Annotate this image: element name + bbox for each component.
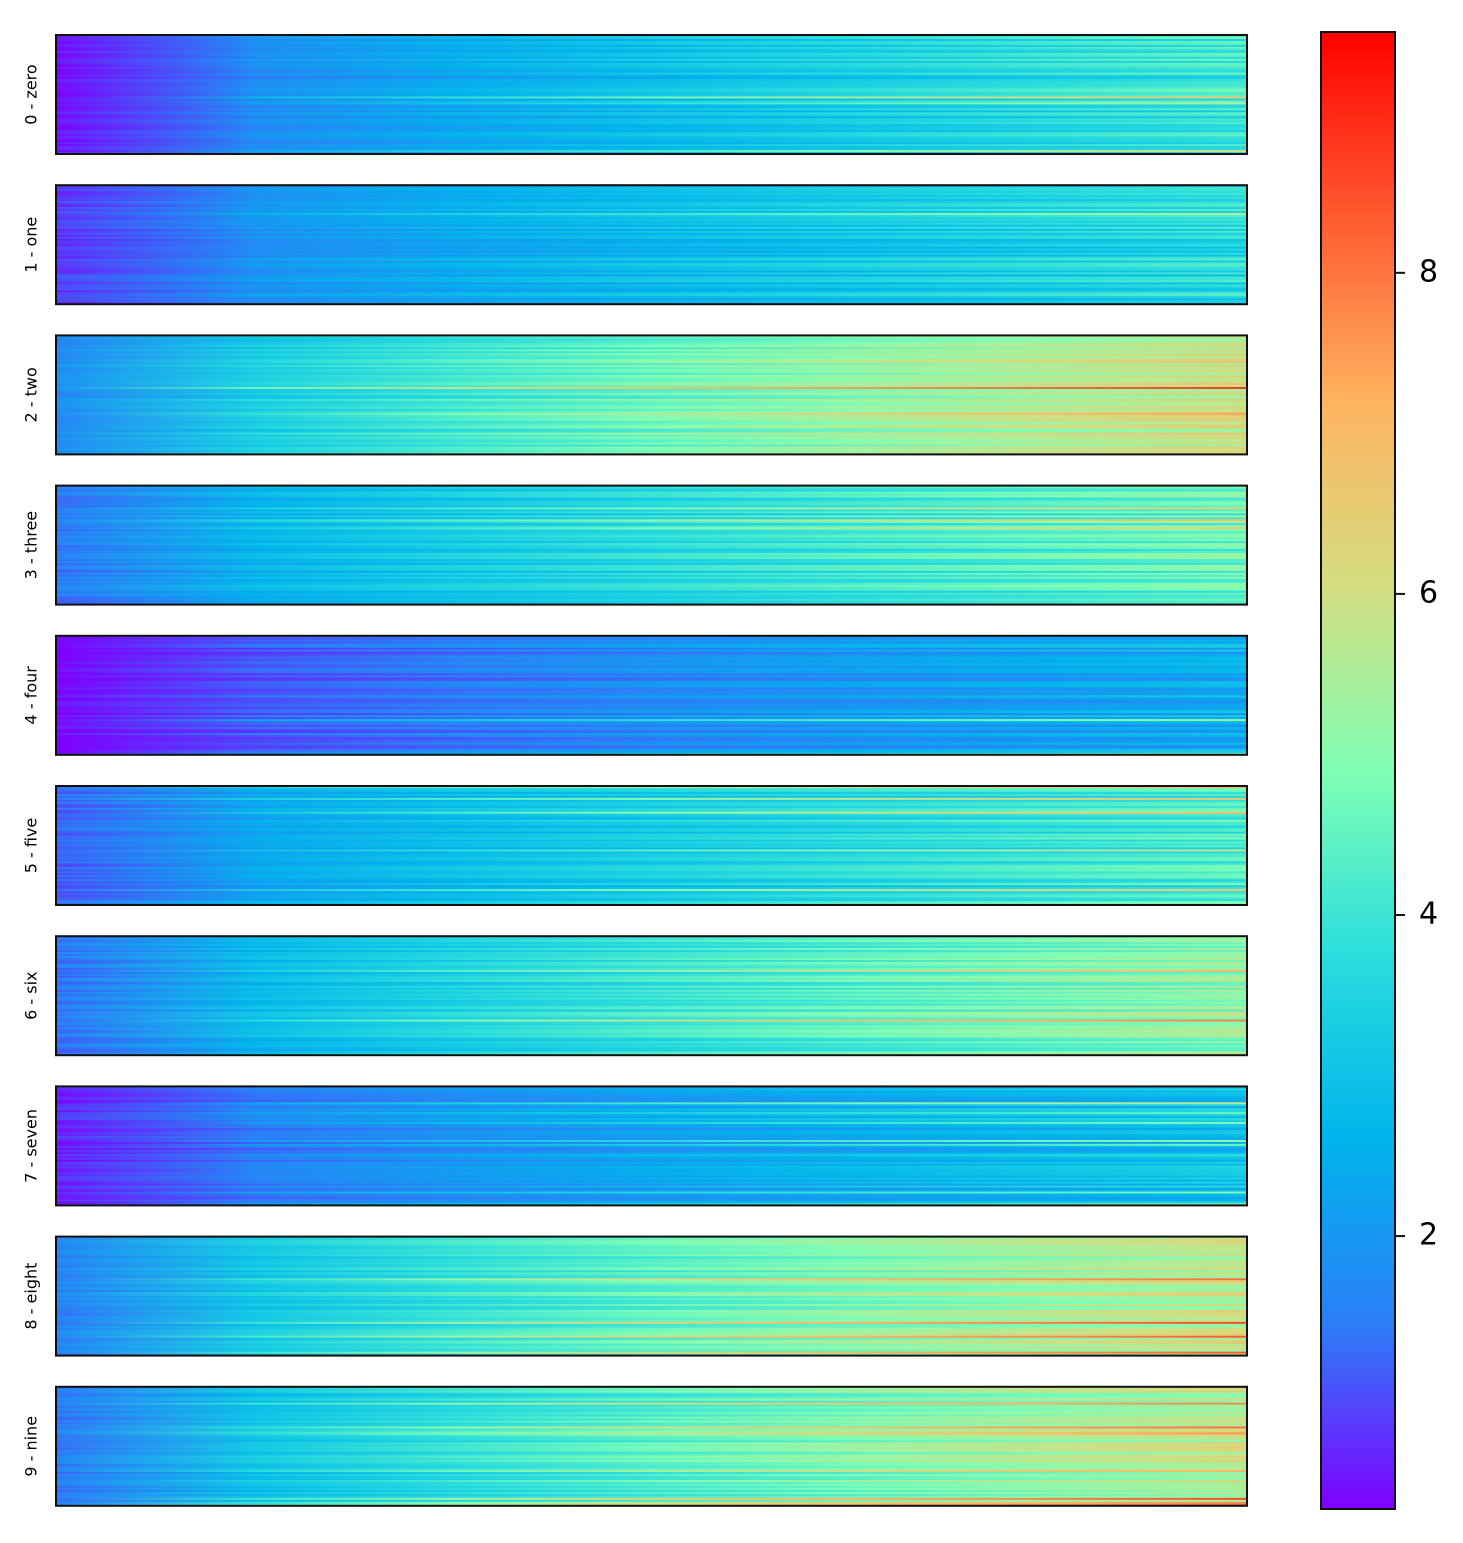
heatmap-panel: 2 - two [22, 335, 1248, 454]
heatmap-panel: 7 - seven [22, 1086, 1248, 1205]
panel-label: 5 - five [22, 818, 41, 874]
heatmap-panel: 3 - three [22, 486, 1248, 605]
panel-label: 4 - four [22, 666, 41, 725]
panel-label: 1 - one [22, 217, 41, 273]
heatmap-panel: 6 - six [22, 936, 1248, 1055]
colorbar-tick-label: 4 [1419, 896, 1438, 931]
heatmap-panel: 0 - zero [22, 35, 1248, 154]
panel-label: 8 - eight [22, 1263, 41, 1330]
panel-label: 0 - zero [22, 64, 41, 124]
panel-label: 2 - two [22, 367, 41, 422]
panel-label: 3 - three [22, 511, 41, 579]
panel-label: 6 - six [22, 972, 41, 1020]
panel-label: 9 - nine [22, 1416, 41, 1477]
colorbar-tick-label: 6 [1419, 575, 1438, 610]
heatmap-panel: 1 - one [22, 185, 1248, 304]
colorbar-tick-label: 2 [1419, 1218, 1438, 1253]
heatmap-panel: 8 - eight [22, 1237, 1248, 1356]
panels-layer: 0 - zero 1 - one 2 - two 3 - three 4 - four 5… [22, 35, 1248, 1506]
heatmap-panel: 9 - nine [22, 1387, 1248, 1506]
colorbar-tick-label: 8 [1419, 254, 1438, 289]
panel-label: 7 - seven [22, 1109, 41, 1183]
heatmap-panel: 5 - five [22, 786, 1248, 905]
heatmap-panel: 4 - four [22, 636, 1248, 755]
colorbar-gradient [1321, 32, 1395, 1509]
colorbar: 2 4 6 8 [1321, 32, 1438, 1509]
